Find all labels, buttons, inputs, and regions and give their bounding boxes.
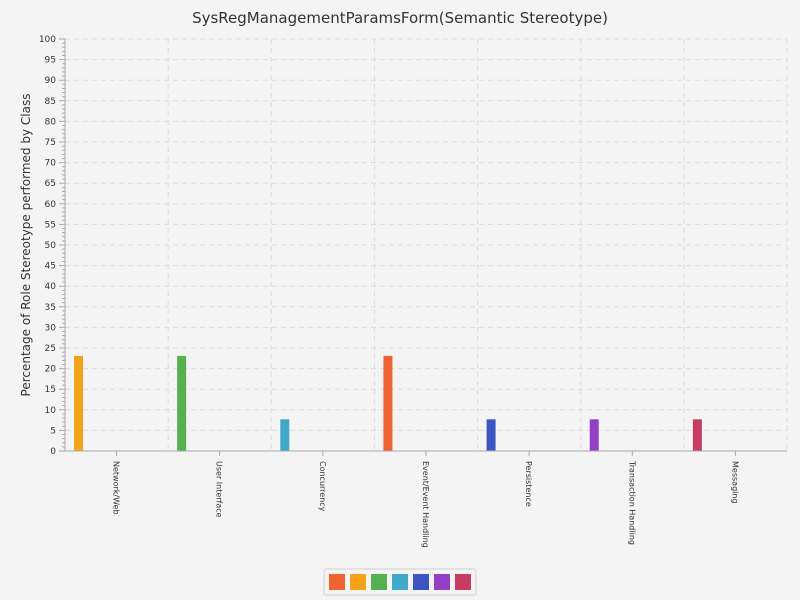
bar[interactable] xyxy=(692,419,702,451)
legend xyxy=(323,568,477,596)
x-tick-label: Persistence xyxy=(524,461,533,507)
legend-swatch[interactable] xyxy=(413,574,429,590)
x-tick-label: Concurrency xyxy=(318,461,327,512)
y-tick-label: 60 xyxy=(45,200,57,210)
y-tick-label: 75 xyxy=(45,138,56,148)
legend-swatch[interactable] xyxy=(371,574,387,590)
y-tick-label: 50 xyxy=(45,241,57,251)
legend-swatch[interactable] xyxy=(329,574,345,590)
y-tick-label: 100 xyxy=(39,35,56,45)
bar[interactable] xyxy=(280,419,290,451)
y-tick-label: 55 xyxy=(45,220,56,230)
legend-swatch[interactable] xyxy=(455,574,471,590)
x-tick-label: Messaging xyxy=(730,461,739,504)
y-tick-label: 65 xyxy=(45,179,56,189)
y-tick-label: 15 xyxy=(45,385,56,395)
y-tick-label: 0 xyxy=(50,447,56,457)
chart-title: SysRegManagementParamsForm(Semantic Ster… xyxy=(192,9,608,27)
y-tick-label: 10 xyxy=(45,406,57,416)
x-tick-label: Network/Web xyxy=(112,461,121,515)
bars-layer xyxy=(74,355,702,451)
y-tick-label: 35 xyxy=(45,303,56,313)
y-tick-label: 80 xyxy=(45,117,57,127)
y-tick-label: 45 xyxy=(45,262,56,272)
grid-layer xyxy=(65,38,788,451)
y-tick-label: 70 xyxy=(45,159,57,169)
y-tick-label: 25 xyxy=(45,344,56,354)
bar[interactable] xyxy=(383,355,393,451)
y-tick-label: 30 xyxy=(45,323,57,333)
x-tick-label: Transaction Handling xyxy=(627,460,636,545)
bar[interactable] xyxy=(74,355,83,451)
axis-layer: 0 5 10 15 20 25 30 35 40 45 50 55 60 65 70 75 80 85 90 95 10… xyxy=(39,35,787,548)
legend-swatch[interactable] xyxy=(392,574,408,590)
legend-swatch[interactable] xyxy=(350,574,366,590)
bar[interactable] xyxy=(486,419,496,451)
y-tick-label: 95 xyxy=(45,56,56,66)
x-tick-label: User Interface xyxy=(215,461,224,518)
y-tick-label: 90 xyxy=(45,76,57,86)
y-tick-label: 20 xyxy=(45,365,57,375)
y-axis-label: Percentage of Role Stereotype performed … xyxy=(19,94,33,397)
legend-swatch[interactable] xyxy=(434,574,450,590)
bar[interactable] xyxy=(589,419,599,451)
x-tick-label: Event/Event Handling xyxy=(421,461,430,548)
y-tick-label: 40 xyxy=(45,282,57,292)
y-tick-label: 5 xyxy=(50,426,56,436)
y-tick-label: 85 xyxy=(45,97,56,107)
bar[interactable] xyxy=(177,355,187,451)
